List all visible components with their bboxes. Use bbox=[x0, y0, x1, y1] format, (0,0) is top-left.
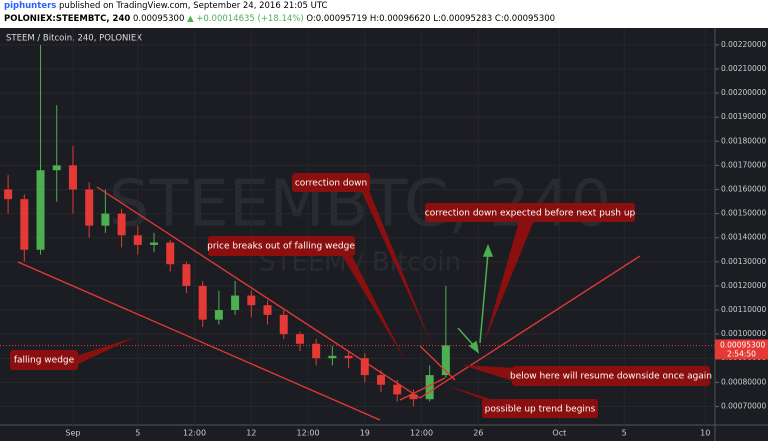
candle-body bbox=[231, 295, 240, 311]
ohlc-open: O:0.00095719 bbox=[306, 14, 368, 24]
y-tick-label: 0.00220000 bbox=[721, 40, 767, 49]
chart: STEEMBTC, 240 STEEM / Bitcoin STEEM / Bi… bbox=[0, 28, 768, 441]
candle-body bbox=[263, 305, 272, 315]
candle-body bbox=[214, 310, 223, 320]
arrows bbox=[457, 243, 494, 354]
x-tick-label: 26 bbox=[473, 429, 483, 438]
candle-body bbox=[295, 334, 304, 344]
y-tick-label: 0.00210000 bbox=[721, 64, 767, 73]
x-tick-label: 12:00 bbox=[183, 429, 206, 438]
candle-body bbox=[377, 375, 386, 385]
price: 0.00095300 bbox=[132, 14, 185, 24]
x-tick-label: 12 bbox=[246, 429, 256, 438]
candle-body bbox=[166, 242, 175, 265]
ohlc-close: C:0.00095300 bbox=[494, 14, 556, 24]
x-tick-label: 10 bbox=[700, 429, 710, 438]
candle-body bbox=[117, 213, 126, 236]
annotation: possible up trend begins bbox=[485, 405, 596, 415]
candle-body bbox=[409, 394, 418, 400]
y-tick-label: 0.00080000 bbox=[721, 377, 767, 386]
y-tick-label: 0.00140000 bbox=[721, 233, 767, 242]
candle-body bbox=[20, 199, 29, 250]
quote-line: POLONIEX:STEEMBTC, 240 0.00095300 ▲ +0.0… bbox=[4, 13, 768, 26]
candle-body bbox=[85, 189, 94, 226]
x-tick-label: 12:00 bbox=[410, 429, 433, 438]
annotation: correction down expected before next pus… bbox=[425, 209, 636, 219]
annotation: correction down bbox=[295, 179, 367, 189]
candle-body bbox=[182, 264, 191, 286]
trendlines bbox=[17, 186, 641, 421]
published: published on TradingView.com, September … bbox=[59, 1, 328, 11]
last-price-tag bbox=[715, 339, 768, 360]
candle-body bbox=[101, 213, 110, 226]
candle-body bbox=[36, 170, 45, 250]
x-tick-label: 19 bbox=[360, 429, 370, 438]
callouts bbox=[10, 173, 710, 418]
change: ▲ +0.00014635 (+18.14%) bbox=[187, 14, 304, 24]
candle-body bbox=[328, 355, 337, 359]
annotation: below here will resume downside once aga… bbox=[510, 372, 712, 382]
candle-body bbox=[68, 165, 77, 190]
header: piphunters published on TradingView.com,… bbox=[0, 0, 768, 28]
y-tick-label: 0.00150000 bbox=[721, 209, 767, 218]
y-tick-label: 0.00120000 bbox=[721, 281, 767, 290]
candle-body bbox=[150, 242, 159, 245]
ohlc-high: H:0.00096620 bbox=[369, 14, 431, 24]
y-tick-label: 0.00190000 bbox=[721, 112, 767, 121]
chart-title: STEEM / Bitcoin, 240, POLONIEX bbox=[6, 34, 142, 44]
x-tick-label: 5 bbox=[622, 429, 627, 438]
candle-body bbox=[133, 235, 142, 245]
candle-body bbox=[247, 295, 256, 306]
y-tick-label: 0.00110000 bbox=[721, 305, 767, 314]
x-tick-label: Oct bbox=[552, 429, 566, 438]
candle-body bbox=[4, 189, 13, 200]
annotation: falling wedge bbox=[14, 356, 75, 366]
last-price-label: 0.00095300 bbox=[720, 340, 766, 349]
candle-body bbox=[360, 358, 369, 376]
y-tick-label: 0.00200000 bbox=[721, 88, 767, 97]
y-tick-label: 0.00160000 bbox=[721, 184, 767, 193]
candle-body bbox=[52, 165, 61, 171]
candle-body bbox=[312, 343, 321, 359]
annotation: price breaks out of falling wedge bbox=[207, 242, 355, 252]
countdown: 2:54:50 bbox=[727, 349, 756, 358]
x-tick-label: Sep bbox=[65, 429, 80, 438]
y-tick-label: 0.00100000 bbox=[721, 329, 767, 338]
candle-body bbox=[279, 314, 288, 335]
x-tick-label: 12:00 bbox=[297, 429, 320, 438]
candle-body bbox=[198, 285, 207, 320]
publish-line: piphunters published on TradingView.com,… bbox=[4, 0, 768, 13]
candle-body bbox=[425, 375, 434, 400]
candle-body bbox=[393, 384, 402, 395]
x-tick-label: 5 bbox=[135, 429, 140, 438]
y-tick-label: 0.00180000 bbox=[721, 136, 767, 145]
ohlc-low: L:0.00095283 bbox=[433, 14, 493, 24]
candle-body bbox=[344, 355, 353, 359]
annotations: falling wedge price breaks out of falling… bbox=[14, 179, 712, 415]
y-tick-label: 0.00170000 bbox=[721, 160, 767, 169]
y-tick-label: 0.00130000 bbox=[721, 257, 767, 266]
y-tick-label: 0.00070000 bbox=[721, 401, 767, 410]
candle-body bbox=[441, 345, 450, 376]
symbol: POLONIEX:STEEMBTC, 240 bbox=[4, 14, 131, 24]
author[interactable]: piphunters bbox=[4, 1, 57, 11]
